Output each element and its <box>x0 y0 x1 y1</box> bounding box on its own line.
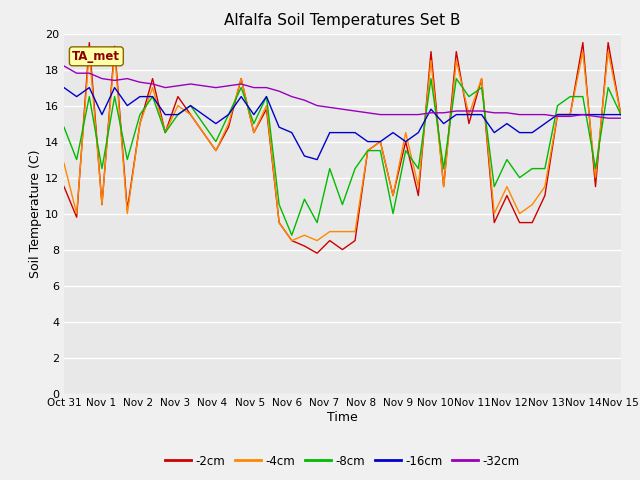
Text: TA_met: TA_met <box>72 50 120 63</box>
X-axis label: Time: Time <box>327 411 358 424</box>
Title: Alfalfa Soil Temperatures Set B: Alfalfa Soil Temperatures Set B <box>224 13 461 28</box>
Legend: -2cm, -4cm, -8cm, -16cm, -32cm: -2cm, -4cm, -8cm, -16cm, -32cm <box>160 450 525 472</box>
Y-axis label: Soil Temperature (C): Soil Temperature (C) <box>29 149 42 278</box>
